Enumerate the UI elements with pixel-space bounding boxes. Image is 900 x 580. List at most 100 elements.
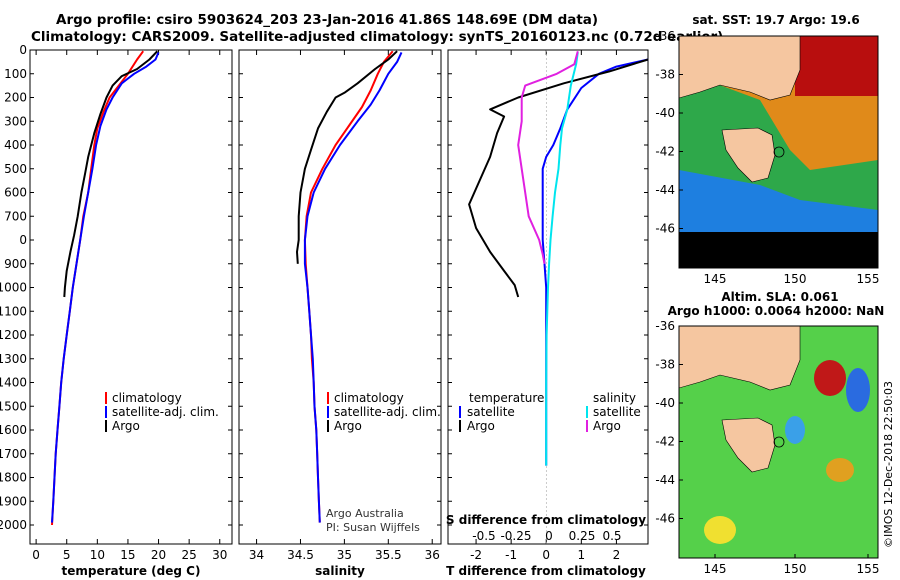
depth-tick-label-1: 100: [4, 67, 27, 81]
salinity-x-ticks: 34 34.5 35 35.5 36: [239, 49, 441, 562]
difference-x-ticks: -2 -1 0 1 2: [448, 49, 648, 562]
salinity-panel: 34 34.5 35 35.5 36 salinity climatology sate…: [238, 49, 442, 578]
x-tick-label-0-5: 25: [182, 548, 197, 562]
sla-map-title1: Altim. SLA: 0.061: [721, 290, 838, 304]
sst-tasmania: [721, 127, 776, 183]
x-tick-label-2-0: -2: [470, 548, 482, 562]
difference-legend-temperature: temperature satellite Argo: [459, 391, 544, 433]
temperature-series: [51, 50, 160, 526]
legend-label-climatology-s: climatology: [334, 391, 404, 405]
depth-tick-label-12: 1200: [0, 328, 27, 342]
depth-tick-label-19: 1900: [0, 494, 27, 508]
sla-ticks-lat-label-4: -44: [655, 473, 675, 487]
x-tick-label-1-2: 35: [337, 548, 352, 562]
x-tick-label-1-4: 36: [425, 548, 440, 562]
sla-low-anomaly: [846, 368, 870, 412]
sst-map-title: sat. SST: 19.7 Argo: 19.6: [692, 13, 859, 27]
series-line-1-2: [296, 50, 398, 264]
series-line-0-2: [63, 50, 159, 298]
temperature-x-ticks: 0 5 10 15 20 25 30: [30, 49, 232, 562]
sla-map: Altim. SLA: 0.061 Argo h1000: 0.0064 h20…: [655, 290, 884, 576]
difference-series: [468, 50, 649, 466]
depth-tick-label-7: 700: [4, 209, 27, 223]
sla-ticks-lat-label-0: -36: [655, 319, 675, 333]
x-tick-label-0-0: 0: [32, 548, 40, 562]
difference-panel: -2 -1 0 1 2 T difference from climatology S …: [446, 49, 649, 578]
salinity-legend: climatology satellite-adj. clim. Argo: [327, 391, 441, 433]
imos-watermark: ©IMOS 12-Dec-2018 22:50:03: [882, 381, 895, 548]
s-tick-5: 0.5: [602, 529, 621, 543]
sla-tasmania: [721, 417, 776, 473]
series-line-2-3: [517, 50, 579, 264]
depth-tick-label-8: 0: [19, 233, 27, 247]
x-tick-label-2-1: -1: [505, 548, 517, 562]
sla-ticks-lon-label-1: 150: [784, 562, 807, 576]
depth-tick-label-4: 400: [4, 138, 27, 152]
legend-label-argo: Argo: [112, 419, 140, 433]
sst-ticks-lat-label-5: -46: [655, 222, 675, 236]
sst-map: sat. SST: 19.7 Argo: 19.6 145 150 155 -36 -3…: [655, 13, 879, 286]
depth-tick-label-15: 1500: [0, 399, 27, 413]
sla-ticks-lat-label-1: -38: [655, 358, 675, 372]
sla-mainland: [679, 326, 801, 391]
series-line-1-1: [303, 51, 403, 523]
depth-axis: 0 100 200 300 400 500 600 700 0 900 1000 1100 1200 13…: [0, 43, 27, 532]
depth-tick-label-9: 900: [4, 257, 27, 271]
depth-tick-label-20: 2000: [0, 518, 27, 532]
sla-map-ticks: 145 150 155 -36 -38 -40 -42 -44 -46: [655, 319, 879, 576]
sst-argo-marker: [773, 146, 785, 158]
sst-ticks-lat-label-4: -44: [655, 183, 675, 197]
depth-tick-label-6: 600: [4, 186, 27, 200]
depth-tick-label-5: 500: [4, 162, 27, 176]
sst-ticks-lat-label-1: -38: [655, 68, 675, 82]
sst-deep-cold-field: [679, 232, 878, 268]
figure-title-line1: Argo profile: csiro 5903624_203 23-Jan-2…: [56, 12, 599, 28]
sla-ticks-lon-label-2: 155: [857, 562, 880, 576]
sla-ticks-lat-label-2: -40: [655, 396, 675, 410]
sst-ticks-lat-label-3: -42: [655, 145, 675, 159]
s-tick-2: -0.25: [500, 529, 531, 543]
sla-argo-marker: [773, 436, 785, 448]
legend-temperature-title: temperature: [469, 391, 544, 405]
sla-warm-patch: [826, 458, 854, 482]
difference-legend-salinity: salinity satellite Argo: [586, 391, 641, 433]
x-tick-label-1-0: 34: [249, 548, 264, 562]
s-tick-4: 0.25: [569, 529, 596, 543]
sst-ticks-lat-label-2: -40: [655, 106, 675, 120]
sst-map-ticks: 145 150 155 -36 -38 -40 -42 -44 -46: [655, 29, 879, 286]
legend-salinity-title: salinity: [593, 391, 636, 405]
x-tick-label-0-1: 5: [63, 548, 71, 562]
legend-label-satellite-s: satellite-adj. clim.: [334, 405, 441, 419]
salinity-x-label: salinity: [315, 564, 365, 578]
figure-title-line2: Climatology: CARS2009. Satellite-adjuste…: [31, 29, 724, 45]
depth-tick-label-18: 1800: [0, 471, 27, 485]
sla-warm-patch-2: [704, 516, 736, 544]
series-line-0-1: [51, 52, 160, 523]
sla-high-anomaly: [814, 360, 846, 396]
s-difference-ticks: -0.5 -0.25 0 0.25 0.5: [472, 529, 621, 543]
sla-ticks-lon-label-0: 145: [704, 562, 727, 576]
legend-label-satellite: satellite-adj. clim.: [112, 405, 219, 419]
depth-tick-label-2: 200: [4, 91, 27, 105]
x-tick-label-0-6: 30: [212, 548, 227, 562]
series-line-2-1: [468, 58, 649, 298]
x-tick-label-2-3: 1: [578, 548, 586, 562]
sst-ticks-lon-label-1: 150: [784, 272, 807, 286]
legend-label-t-argo: Argo: [467, 419, 495, 433]
sla-ticks-lat-label-3: -42: [655, 435, 675, 449]
temperature-panel: 0 5 10 15 20 25 30 temperature (deg C) climato…: [29, 49, 233, 578]
x-tick-label-1-1: 34.5: [287, 548, 314, 562]
legend-label-argo-s: Argo: [334, 419, 362, 433]
annotation-pi: PI: Susan Wijffels: [326, 521, 420, 534]
sst-mainland: [679, 36, 801, 101]
sst-ticks-lon-label-2: 155: [857, 272, 880, 286]
legend-label-s-satellite: satellite: [593, 405, 641, 419]
difference-x-label: T difference from climatology: [446, 564, 646, 578]
depth-tick-label-0: 0: [19, 43, 27, 57]
s-difference-label: S difference from climatology: [446, 513, 646, 527]
x-tick-label-2-4: 2: [613, 548, 621, 562]
sla-low-anomaly-2: [785, 416, 805, 444]
legend-label-climatology: climatology: [112, 391, 182, 405]
legend-label-s-argo: Argo: [593, 419, 621, 433]
